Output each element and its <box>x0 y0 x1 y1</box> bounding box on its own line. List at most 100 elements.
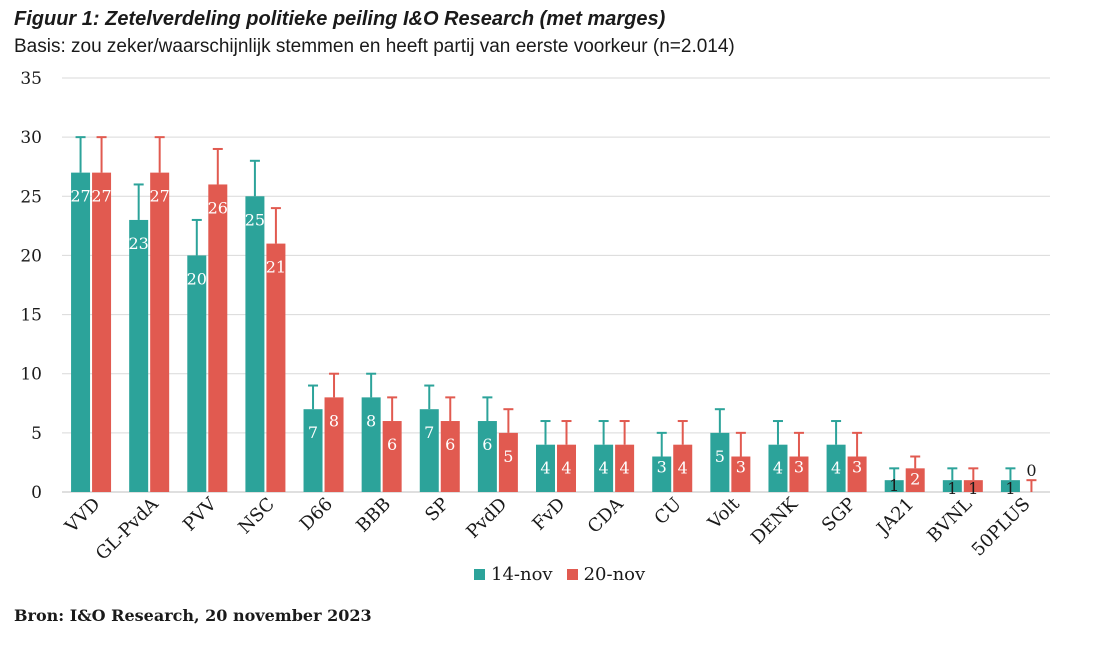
data-label-d66-series-2: 8 <box>329 411 339 430</box>
x-tick-label-nsc: NSC <box>234 494 278 538</box>
data-label-gl-pvda-series-2: 27 <box>149 187 169 206</box>
bar-pvdd-series-2 <box>498 432 518 492</box>
bar-bvnl-series-2 <box>963 480 983 492</box>
bar-pvv-series-2 <box>208 184 228 492</box>
bar-cda-series-1 <box>594 444 614 492</box>
x-tick-label-sgp: SGP <box>818 494 860 536</box>
data-label-pvdd-series-2: 5 <box>503 447 513 466</box>
bar-bbb-series-1 <box>361 397 381 492</box>
legend-label-series-2: 20-nov <box>583 564 646 585</box>
data-label-denk-series-2: 3 <box>794 458 804 477</box>
x-tick-label-pvv: PVV <box>179 493 222 536</box>
data-label-fvd-series-1: 4 <box>540 459 550 478</box>
x-tick-label-cda: CDA <box>584 493 629 538</box>
data-label-cda-series-2: 4 <box>620 459 630 478</box>
data-label-vvd-series-2: 27 <box>91 187 111 206</box>
y-tick-label-0: 0 <box>31 483 42 503</box>
y-tick-label-15: 15 <box>20 306 42 326</box>
legend: 14-nov 20-nov <box>474 564 645 585</box>
legend-swatch-series-2 <box>566 569 578 580</box>
y-tick-label-35: 35 <box>20 69 42 89</box>
bar-gl-pvda-series-2 <box>150 172 170 492</box>
legend-swatch-series-1 <box>474 569 485 580</box>
bar-cu-series-1 <box>652 456 672 492</box>
legend-label-series-1: 14-nov <box>491 564 553 585</box>
bar-nsc-series-1 <box>245 196 265 493</box>
bar-fvd-series-2 <box>557 444 576 492</box>
bar-sp-series-1 <box>419 409 439 492</box>
data-label-nsc-series-1: 25 <box>245 210 265 229</box>
data-label-bvnl-series-2: 1 <box>968 479 978 498</box>
data-label-50plus-series-1: 1 <box>1005 479 1015 498</box>
data-label-50plus-series-2: 0 <box>1026 461 1036 480</box>
x-tick-label-50plus: 50PLUS <box>968 494 1035 561</box>
x-tick-label-vvd: VVD <box>60 494 104 538</box>
data-label-fvd-series-2: 4 <box>561 459 571 478</box>
bar-volt-series-1 <box>710 432 730 492</box>
data-label-volt-series-2: 3 <box>736 458 746 477</box>
data-label-cu-series-2: 4 <box>678 459 688 478</box>
y-tick-label-5: 5 <box>31 424 42 444</box>
y-tick-label-20: 20 <box>20 246 42 266</box>
bar-sgp-series-1 <box>826 444 846 492</box>
data-label-sgp-series-1: 4 <box>831 459 841 478</box>
data-label-pvv-series-1: 20 <box>187 269 207 288</box>
bar-50plus-series-1 <box>1000 480 1020 492</box>
bar-bvnl-series-1 <box>942 480 962 492</box>
x-tick-label-bvnl: BVNL <box>923 494 976 547</box>
bar-vvd-series-2 <box>92 172 112 492</box>
data-label-sgp-series-2: 3 <box>852 458 862 477</box>
legend-item-series-2: 20-nov <box>566 564 646 585</box>
bar-cda-series-2 <box>615 444 635 492</box>
bar-d66-series-1 <box>303 409 323 492</box>
bar-ja21-series-1 <box>884 480 904 492</box>
x-tick-label-ja21: JA21 <box>871 494 918 541</box>
x-tick-label-cu: CU <box>650 494 685 529</box>
bar-pvdd-series-1 <box>477 421 497 492</box>
data-label-vvd-series-1: 27 <box>70 187 90 206</box>
bar-denk-series-1 <box>768 444 788 492</box>
chart-title: Figuur 1: Zetelverdeling politieke peili… <box>14 8 666 30</box>
x-tick-label-pvdd: PvdD <box>462 494 511 543</box>
data-label-ja21-series-2: 2 <box>910 469 920 488</box>
bar-denk-series-2 <box>789 456 809 492</box>
data-label-cu-series-1: 3 <box>657 458 667 477</box>
legend-item-series-1: 14-nov <box>474 564 553 585</box>
x-tick-label-gl-pvda: GL-PvdA <box>92 493 164 565</box>
bar-cu-series-2 <box>673 444 693 492</box>
data-label-denk-series-1: 4 <box>773 459 783 478</box>
x-tick-label-sp: SP <box>421 494 453 526</box>
x-tick-label-volt: Volt <box>703 493 744 534</box>
data-label-bbb-series-2: 6 <box>387 435 397 454</box>
data-label-pvdd-series-1: 6 <box>482 435 492 454</box>
data-label-gl-pvda-series-1: 23 <box>128 234 148 253</box>
bar-volt-series-2 <box>731 456 751 492</box>
y-tick-label-25: 25 <box>20 187 42 207</box>
bar-ja21-series-2 <box>905 468 925 492</box>
y-tick-label-30: 30 <box>20 128 42 148</box>
data-label-volt-series-1: 5 <box>715 447 725 466</box>
x-tick-label-d66: D66 <box>296 494 337 535</box>
data-label-d66-series-1: 7 <box>308 423 318 442</box>
data-label-pvv-series-2: 26 <box>208 198 228 217</box>
data-label-ja21-series-1: 1 <box>889 476 899 495</box>
bar-gl-pvda-series-1 <box>129 219 149 492</box>
x-tick-label-bbb: BBB <box>352 494 395 537</box>
bar-vvd-series-1 <box>71 172 91 492</box>
bar-d66-series-2 <box>324 397 344 492</box>
bar-sgp-series-2 <box>847 456 867 492</box>
data-label-nsc-series-2: 21 <box>266 258 286 277</box>
chart-subtitle: Basis: zou zeker/waarschijnlijk stemmen … <box>14 36 735 57</box>
data-label-bvnl-series-1: 1 <box>947 479 957 498</box>
data-label-bbb-series-1: 8 <box>366 411 376 430</box>
y-tick-label-10: 10 <box>20 365 42 385</box>
bar-bbb-series-2 <box>382 421 402 492</box>
data-label-cda-series-1: 4 <box>599 459 609 478</box>
bar-nsc-series-2 <box>266 243 286 492</box>
bar-sp-series-2 <box>440 421 460 492</box>
data-label-sp-series-2: 6 <box>445 435 455 454</box>
bar-pvv-series-1 <box>187 255 207 492</box>
data-label-sp-series-1: 7 <box>424 423 434 442</box>
bar-fvd-series-1 <box>536 444 555 492</box>
